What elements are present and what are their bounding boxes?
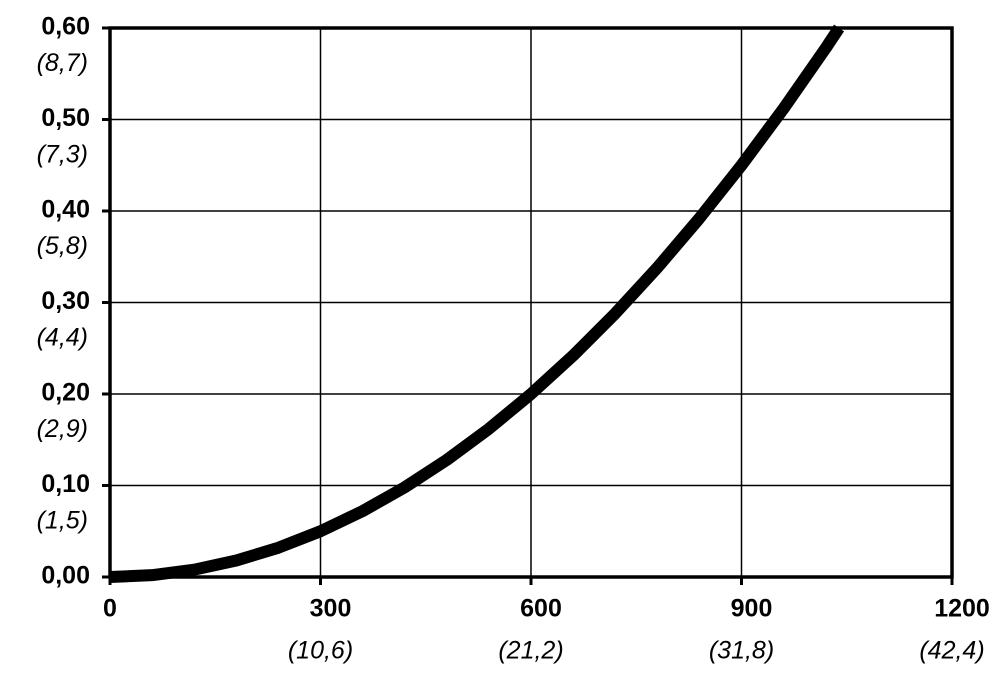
y-tick-label: 0,50 bbox=[41, 104, 90, 132]
x-tick-sublabel: (31,8) bbox=[709, 637, 774, 665]
x-tick-label: 300 bbox=[310, 595, 352, 623]
x-tick-label: 900 bbox=[731, 595, 773, 623]
x-tick-label: 600 bbox=[520, 595, 562, 623]
y-tick-sublabel: (2,9) bbox=[37, 415, 88, 443]
y-tick-label: 0,60 bbox=[41, 13, 90, 41]
y-tick-label: 0,00 bbox=[41, 562, 90, 590]
y-tick-label: 0,10 bbox=[41, 470, 90, 498]
y-tick-sublabel: (4,4) bbox=[37, 324, 88, 352]
y-tick-sublabel: (7,3) bbox=[37, 141, 88, 169]
plot-frame bbox=[108, 26, 954, 579]
y-tick-label: 0,20 bbox=[41, 379, 90, 407]
x-tick-sublabel: (21,2) bbox=[498, 637, 563, 665]
y-tick-sublabel: (5,8) bbox=[37, 232, 88, 260]
x-tick-sublabel: (42,4) bbox=[919, 637, 984, 665]
y-tick-label: 0,30 bbox=[41, 287, 90, 315]
x-tick-sublabel: (10,6) bbox=[288, 637, 353, 665]
y-tick-sublabel: (1,5) bbox=[37, 507, 88, 535]
curve bbox=[109, 24, 845, 583]
y-tick-label: 0,40 bbox=[41, 196, 90, 224]
y-tick-sublabel: (8,7) bbox=[37, 49, 88, 77]
x-tick-label: 0 bbox=[103, 595, 117, 623]
x-tick-label: 1200 bbox=[934, 595, 990, 623]
